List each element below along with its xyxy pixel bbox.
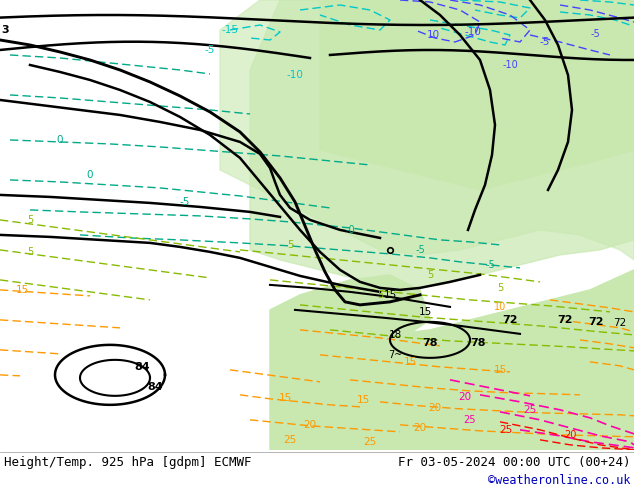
- Polygon shape: [220, 0, 634, 260]
- Text: 15: 15: [356, 395, 370, 405]
- Text: 25: 25: [500, 425, 513, 435]
- Text: ©weatheronline.co.uk: ©weatheronline.co.uk: [488, 474, 630, 488]
- Polygon shape: [270, 270, 634, 450]
- Text: 7~: 7~: [388, 350, 402, 360]
- Text: 20: 20: [458, 392, 472, 402]
- Text: -5: -5: [415, 245, 425, 255]
- Text: 3: 3: [1, 25, 9, 35]
- Text: 84: 84: [147, 382, 163, 392]
- Text: -15: -15: [221, 25, 238, 35]
- Text: 0: 0: [87, 170, 93, 180]
- Text: -5: -5: [590, 29, 600, 39]
- Polygon shape: [270, 275, 430, 350]
- Text: 72: 72: [613, 318, 626, 328]
- Text: 25: 25: [363, 437, 377, 447]
- Text: -10: -10: [502, 60, 518, 70]
- Text: -5: -5: [180, 197, 190, 207]
- Text: -10: -10: [287, 70, 304, 80]
- Text: 78: 78: [470, 338, 486, 348]
- Text: 5: 5: [287, 240, 294, 250]
- Text: 5: 5: [27, 215, 33, 225]
- Text: 15: 15: [278, 393, 292, 403]
- Text: -10: -10: [465, 27, 481, 37]
- Text: 18: 18: [389, 330, 401, 340]
- Text: Height/Temp. 925 hPa [gdpm] ECMWF: Height/Temp. 925 hPa [gdpm] ECMWF: [4, 456, 252, 469]
- Text: 20: 20: [429, 403, 441, 413]
- Text: -5: -5: [205, 45, 215, 55]
- Polygon shape: [250, 0, 634, 290]
- Polygon shape: [320, 0, 634, 190]
- Text: 15: 15: [15, 285, 29, 295]
- Text: 20: 20: [413, 423, 427, 433]
- Text: 5: 5: [427, 270, 433, 280]
- Text: 5: 5: [497, 283, 503, 293]
- Text: 0: 0: [57, 135, 63, 145]
- Text: -0: -0: [345, 225, 355, 235]
- Text: 25: 25: [283, 435, 297, 445]
- Text: 72: 72: [557, 315, 573, 325]
- Text: 20: 20: [304, 420, 316, 430]
- Text: -5: -5: [540, 37, 550, 47]
- Text: 78: 78: [422, 338, 437, 348]
- Text: Fr 03-05-2024 00:00 UTC (00+24): Fr 03-05-2024 00:00 UTC (00+24): [398, 456, 630, 469]
- Text: 20: 20: [564, 430, 576, 440]
- Text: 10: 10: [427, 30, 439, 40]
- Text: 84: 84: [134, 362, 150, 372]
- Text: 5: 5: [27, 247, 33, 257]
- Text: 5: 5: [377, 290, 383, 300]
- Text: 10: 10: [494, 302, 506, 312]
- Text: 72: 72: [588, 317, 604, 327]
- Text: 15: 15: [403, 357, 417, 367]
- Text: 72: 72: [502, 315, 518, 325]
- Text: 25: 25: [463, 415, 476, 425]
- Text: -5: -5: [485, 260, 495, 270]
- Text: 15: 15: [418, 307, 432, 317]
- Polygon shape: [360, 0, 634, 100]
- Text: 15: 15: [493, 365, 507, 375]
- Text: 25: 25: [524, 405, 536, 415]
- Text: 15: 15: [384, 290, 397, 300]
